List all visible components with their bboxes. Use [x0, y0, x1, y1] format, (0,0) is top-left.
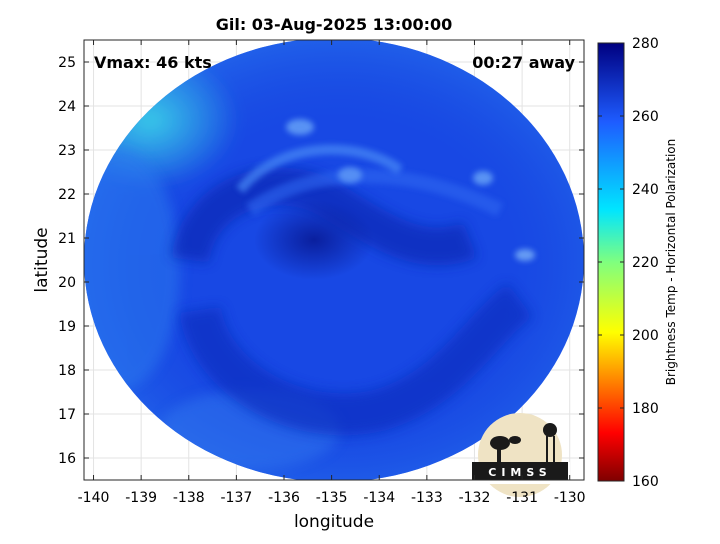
y-axis: 16 17 18 19 20 21 22 23 24 25: [58, 55, 584, 467]
x-tick-label: -134: [363, 490, 395, 506]
colorbar-ticks: 160 180 200 220 240 260 280: [598, 36, 659, 490]
colorbar-tick-label: 220: [632, 255, 659, 271]
y-tick-label: 24: [58, 99, 76, 115]
colorbar-tick-label: 180: [632, 401, 659, 417]
x-tick-label: -140: [78, 490, 110, 506]
colorbar-tick-label: 160: [632, 474, 659, 490]
brightness-temp-swath: [84, 40, 584, 480]
colorbar-label: Brightness Temp - Horizontal Polarizatio…: [664, 139, 678, 386]
x-tick-label: -132: [459, 490, 491, 506]
chart-title: Gil: 03-Aug-2025 13:00:00: [216, 15, 453, 34]
colorbar-tick-label: 240: [632, 182, 659, 198]
y-tick-label: 17: [58, 407, 76, 423]
colorbar-tick-label: 260: [632, 109, 659, 125]
y-tick-label: 23: [58, 143, 76, 159]
y-axis-label: latitude: [32, 227, 52, 292]
y-tick-label: 21: [58, 231, 76, 247]
x-axis-label: longitude: [294, 512, 374, 532]
x-tick-label: -139: [125, 490, 157, 506]
colorbar: [597, 42, 625, 482]
x-tick-label: -135: [316, 490, 348, 506]
y-tick-label: 22: [58, 187, 76, 203]
x-tick-label: -130: [554, 490, 586, 506]
x-tick-label: -133: [411, 490, 443, 506]
x-tick-label: -136: [268, 490, 300, 506]
y-tick-label: 25: [58, 55, 76, 71]
x-tick-label: -138: [173, 490, 205, 506]
time-away-annotation: 00:27 away: [472, 53, 575, 72]
y-tick-label: 18: [58, 363, 76, 379]
x-tick-label: -137: [220, 490, 252, 506]
cimss-logo: CIMSS: [470, 413, 570, 497]
y-tick-label: 16: [58, 451, 76, 467]
y-tick-label: 20: [58, 275, 76, 291]
vmax-annotation: Vmax: 46 kts: [94, 53, 212, 72]
cimss-logo-text: CIMSS: [488, 466, 551, 479]
colorbar-tick-label: 200: [632, 328, 659, 344]
y-tick-label: 19: [58, 319, 76, 335]
x-axis: -140 -139 -138 -137 -136 -135 -134 -133 -132 -131…: [78, 40, 586, 506]
colorbar-tick-label: 280: [632, 36, 659, 52]
x-tick-label: -131: [506, 490, 538, 506]
